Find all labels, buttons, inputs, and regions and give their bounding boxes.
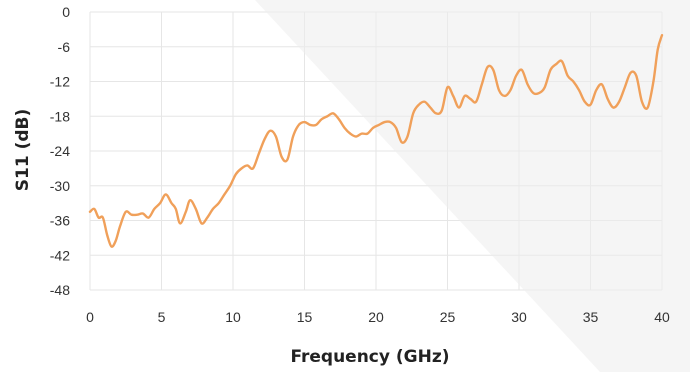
x-tick-label: 10 (225, 309, 241, 325)
x-tick-label: 15 (297, 309, 313, 325)
y-tick-label: -18 (50, 108, 70, 124)
y-tick-label: -30 (50, 178, 70, 194)
series-line (88, 33, 664, 248)
x-tick-label: 25 (440, 309, 456, 325)
y-axis-title: S11 (dB) (13, 109, 33, 192)
y-tick-label: -12 (50, 74, 70, 90)
x-tick-label: 30 (511, 309, 527, 325)
s11-series (88, 33, 664, 248)
y-tick-label: -6 (58, 39, 71, 55)
x-tick-label: 40 (654, 309, 670, 325)
y-tick-label: -42 (50, 247, 70, 263)
x-tick-labels: 0 5 10 15 20 25 30 35 40 (86, 309, 670, 325)
x-tick-label: 20 (368, 309, 384, 325)
x-tick-label: 35 (583, 309, 599, 325)
y-tick-label: -36 (50, 213, 70, 229)
y-tick-label: -24 (50, 143, 70, 159)
y-tick-labels: 0 -6 -12 -18 -24 -30 -36 -42 -48 (50, 4, 70, 298)
y-tick-label: -48 (50, 282, 70, 298)
y-tick-label: 0 (62, 4, 70, 20)
x-axis-title: Frequency (GHz) (290, 347, 449, 367)
x-tick-label: 0 (86, 309, 94, 325)
x-tick-label: 5 (158, 309, 166, 325)
